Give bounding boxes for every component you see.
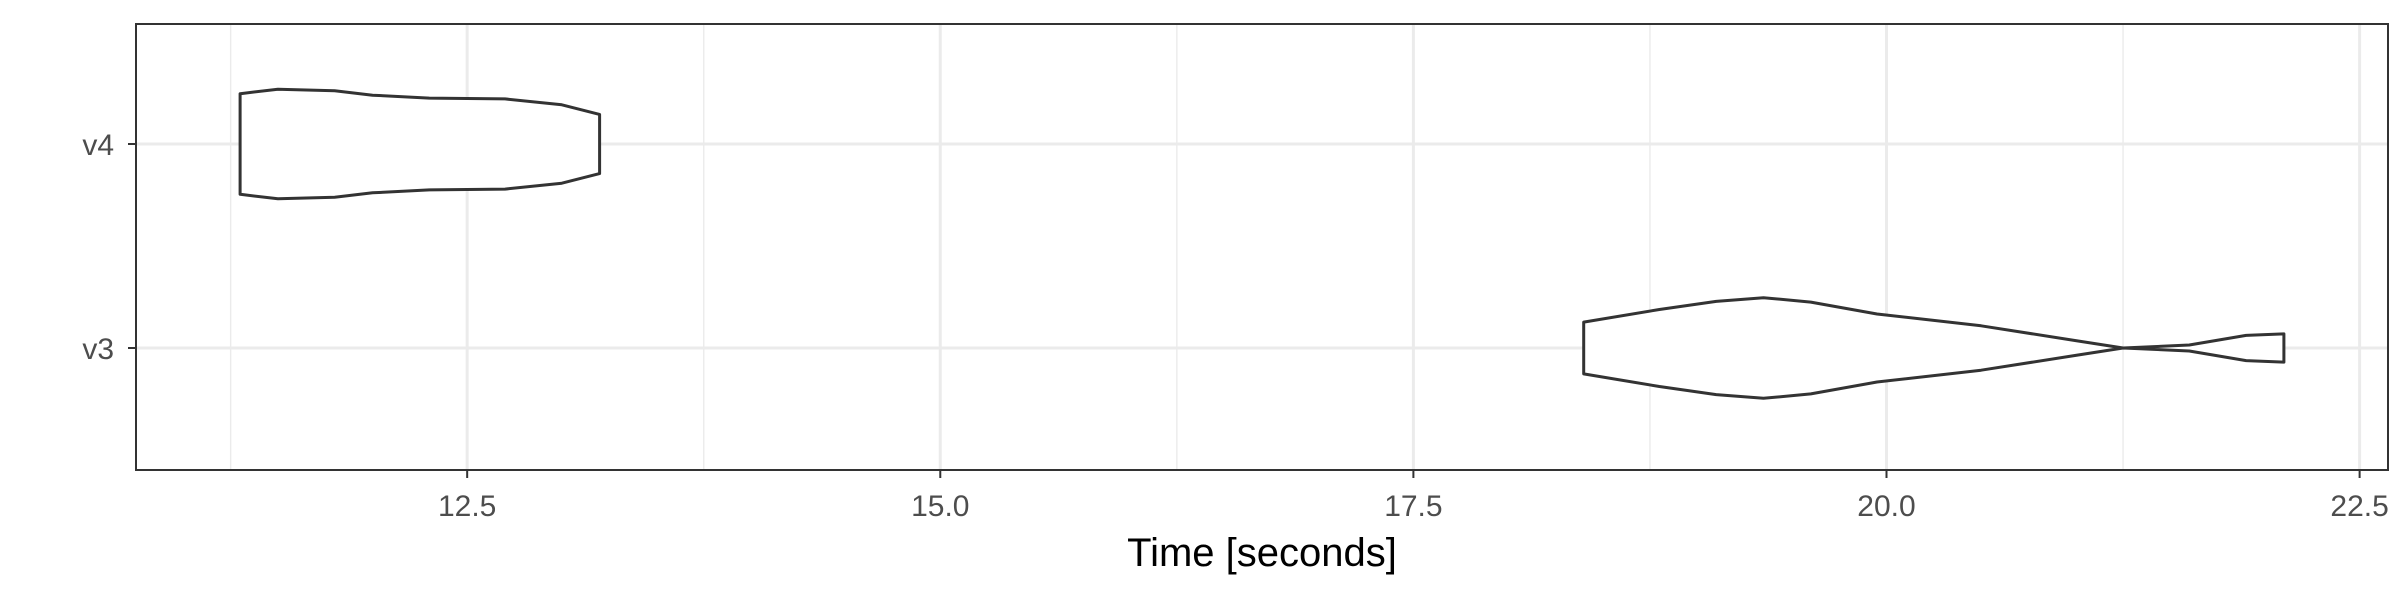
x-tick-label: 15.0 (911, 490, 969, 523)
x-tick-label: 12.5 (438, 490, 496, 523)
axis-layer: 12.5 15.0 17.5 20.0 22.5 v3 v4 (82, 129, 2388, 523)
plot-panel-border (135, 23, 2389, 471)
violin-layer (238, 87, 2286, 400)
x-tick-label: 20.0 (1857, 490, 1915, 523)
grid-layer (136, 24, 2388, 470)
violin-v3 (1582, 296, 2286, 400)
x-axis-title: Time [seconds] (1127, 531, 1397, 575)
x-tick-label: 17.5 (1384, 490, 1442, 523)
y-tick-label: v3 (82, 333, 114, 366)
x-tick-label: 22.5 (2330, 490, 2388, 523)
violin-v4 (238, 87, 602, 201)
y-tick-label: v4 (82, 129, 114, 162)
